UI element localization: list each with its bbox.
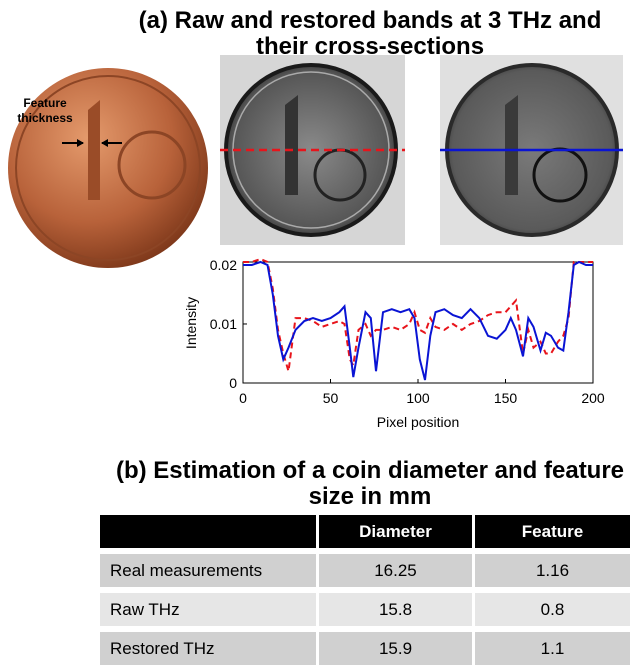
title-b: (b) Estimation of a coin diameter and fe… xyxy=(115,458,625,510)
data-line xyxy=(243,259,593,371)
title-a: (a) Raw and restored bands at 3 THz and … xyxy=(115,8,625,60)
cell: 16.25 xyxy=(319,554,472,587)
x-axis-label: Pixel position xyxy=(377,414,460,430)
y-tick-label: 0.02 xyxy=(210,257,237,273)
cell: 0.8 xyxy=(475,593,630,626)
page: {"title_a": "(a) Raw and restored bands … xyxy=(0,0,636,660)
cell: 1.1 xyxy=(475,632,630,665)
cell: 15.9 xyxy=(319,632,472,665)
header-row: Diameter Feature xyxy=(100,515,630,548)
cell: Restored THz xyxy=(100,632,316,665)
cell: Real measurements xyxy=(100,554,316,587)
x-tick-label: 0 xyxy=(239,390,247,406)
raw-image xyxy=(220,55,405,245)
x-tick-label: 200 xyxy=(581,390,605,406)
coin-annotation: Feature thickness xyxy=(12,96,78,126)
x-tick-label: 100 xyxy=(406,390,430,406)
x-tick-label: 50 xyxy=(323,390,339,406)
line-chart: Pixel position Intensity 0 50 100 150 200 0 0.… xyxy=(183,257,605,430)
header-cell xyxy=(100,515,316,548)
cell: 15.8 xyxy=(319,593,472,626)
cell: Raw THz xyxy=(100,593,316,626)
y-axis-label: Intensity xyxy=(183,297,199,349)
header-cell: Diameter xyxy=(319,515,472,548)
x-tick-label: 150 xyxy=(494,390,518,406)
y-tick-label: 0.01 xyxy=(210,316,237,332)
y-tick-label: 0 xyxy=(229,375,237,391)
restored-image xyxy=(440,55,623,245)
cell: 1.16 xyxy=(475,554,630,587)
header-cell: Feature xyxy=(475,515,630,548)
